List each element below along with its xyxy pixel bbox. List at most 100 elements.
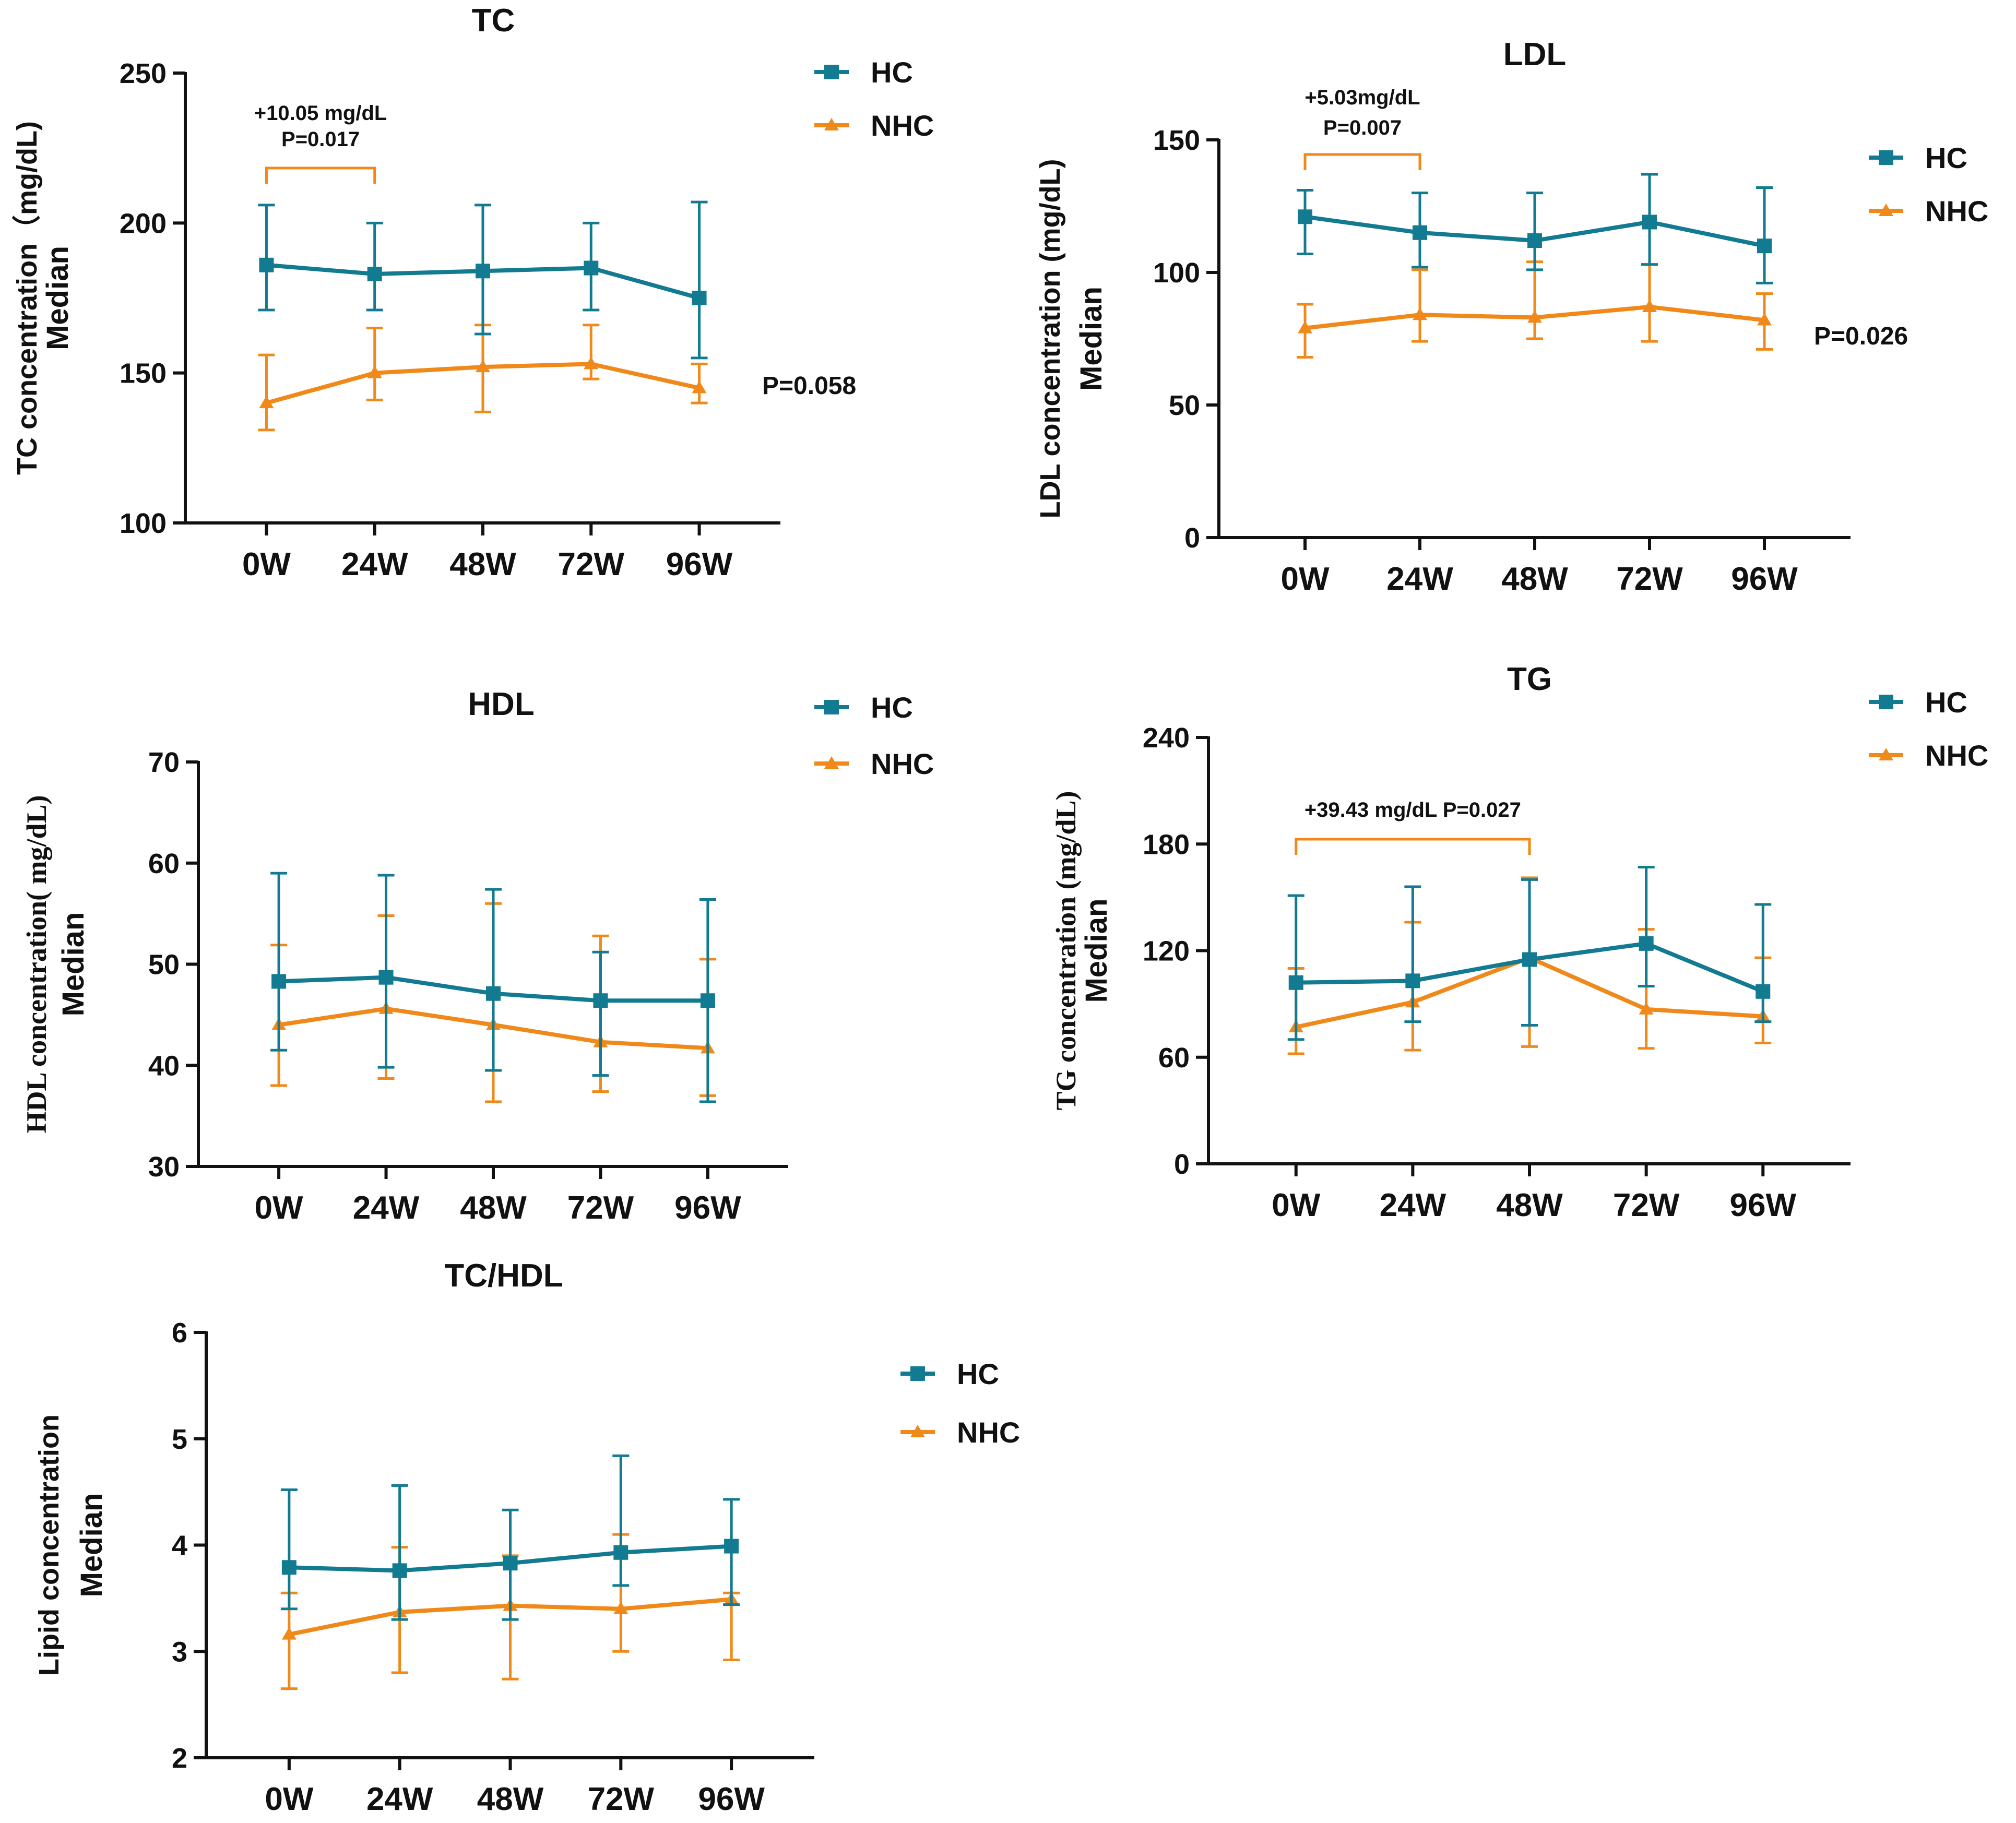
hdl-y-tick-label: 60	[148, 848, 180, 879]
ldl-hc-point	[1413, 225, 1427, 240]
tg-y-label-median: Median	[1080, 899, 1113, 1003]
tc-hc-point	[476, 264, 490, 279]
ldl-legend: HC NHC	[1869, 141, 1988, 228]
hdl-legend: HC NHC	[814, 691, 934, 780]
ldl-x-tick-label: 24W	[1386, 561, 1453, 597]
ldl-hc-point	[1757, 239, 1772, 254]
tc-y-label: TC concentration（mg/dL)	[11, 121, 43, 475]
tchdl-hc-point	[392, 1563, 407, 1578]
hdl-legend-marker-hc	[824, 700, 839, 714]
tchdl-x-tick-label: 24W	[366, 1781, 433, 1817]
ldl-chart: LDL 0 50 100 150 0W 24W 48W 72W 96W LDL concentrat…	[1035, 37, 1988, 597]
hdl-legend-label-hc: HC	[871, 691, 913, 724]
tc-x-tick-label: 0W	[242, 546, 291, 582]
hdl-y-label: HDL concentration( mg/dL)	[21, 795, 52, 1134]
tg-hc-point	[1639, 936, 1654, 951]
tc-x-tick-label: 24W	[341, 546, 408, 582]
tg-hc-point	[1288, 975, 1303, 990]
tc-nhc-point	[692, 380, 707, 394]
hdl-y-tick-label: 50	[148, 949, 180, 981]
tchdl-y-tick-label: 5	[172, 1424, 187, 1455]
ldl-title: LDL	[1503, 37, 1567, 73]
tchdl-hc-point	[281, 1560, 297, 1575]
tchdl-y-tick-label: 3	[172, 1636, 187, 1667]
hdl-y-tick-label: 30	[148, 1151, 180, 1183]
tc-x-tick-label: 96W	[666, 546, 733, 582]
tc-x-tick-label: 48W	[449, 546, 516, 582]
ldl-x-tick-label: 48W	[1501, 561, 1568, 597]
hdl-hc-point	[271, 974, 287, 989]
tg-hc-point	[1522, 952, 1537, 967]
tc-y-tick-label: 200	[120, 208, 167, 239]
ldl-y-label-median: Median	[1074, 287, 1108, 391]
tchdl-legend-label-hc: HC	[957, 1357, 999, 1390]
tchdl-x-tick-label: 96W	[698, 1781, 765, 1817]
tchdl-y-tick-label: 2	[172, 1743, 187, 1774]
ldl-x-tick-label: 0W	[1281, 561, 1330, 597]
tg-y-tick-label: 180	[1143, 829, 1190, 860]
tc-hc-point	[259, 257, 274, 272]
tg-x-tick-label: 24W	[1380, 1187, 1446, 1223]
tg-legend-marker-hc	[1879, 695, 1893, 709]
ldl-nhc-point	[1413, 307, 1427, 320]
tg-legend: HC NHC	[1869, 686, 1988, 772]
ldl-y-label: LDL concentration (mg/dL)	[1035, 159, 1066, 519]
hdl-x-tick-label: 48W	[460, 1190, 527, 1226]
tchdl-hc-point	[724, 1539, 739, 1554]
ldl-y-tick-label: 0	[1184, 522, 1200, 554]
tc-y-tick-label: 100	[120, 508, 167, 539]
tc-nhc-point	[367, 365, 382, 378]
tchdl-legend-marker-nhc	[910, 1425, 925, 1437]
tchdl-legend-marker-hc	[910, 1366, 925, 1381]
tg-legend-label-nhc: NHC	[1925, 739, 1988, 772]
tg-legend-label-hc: HC	[1925, 686, 1967, 719]
tc-title: TC	[472, 3, 515, 39]
tc-y-label-median: Median	[41, 246, 75, 350]
tc-legend-marker-nhc	[824, 118, 839, 130]
ldl-legend-marker-hc	[1879, 150, 1893, 165]
tc-y-tick-label: 150	[120, 358, 167, 389]
ldl-hc-point	[1298, 209, 1312, 224]
tg-y-tick-label: 240	[1143, 722, 1190, 754]
tc-nhc-point	[476, 360, 490, 373]
tc-legend: HC NHC	[814, 56, 934, 142]
tchdl-legend-label-nhc: NHC	[957, 1416, 1020, 1449]
tchdl-nhc-point	[281, 1627, 297, 1640]
hdl-y-tick-label: 40	[148, 1050, 180, 1081]
tc-legend-label-nhc: NHC	[871, 109, 934, 142]
tchdl-title: TC/HDL	[444, 1258, 563, 1294]
tc-p-value: P=0.058	[762, 372, 856, 400]
hdl-x-tick-label: 72W	[567, 1190, 634, 1226]
tc-hc-point	[584, 260, 599, 276]
tc-nhc-point	[584, 356, 599, 370]
tchdl-legend: HC NHC	[900, 1357, 1020, 1449]
tc-bracket-pvalue: P=0.017	[281, 128, 360, 151]
ldl-hc-point	[1642, 215, 1657, 230]
tchdl-series-hc	[280, 1454, 740, 1621]
ldl-y-tick-label: 150	[1153, 125, 1200, 156]
ldl-bracket-pvalue: P=0.007	[1323, 116, 1402, 139]
tc-significance-bracket	[265, 166, 376, 184]
tchdl-hc-point	[613, 1545, 628, 1560]
hdl-title: HDL	[468, 686, 534, 722]
ldl-legend-label-hc: HC	[1925, 141, 1967, 174]
ldl-nhc-point	[1527, 310, 1542, 323]
hdl-x-tick-label: 96W	[674, 1190, 741, 1226]
hdl-chart: HDL 30 40 50 60 70 0W 24W 48W 72W 96W HDL concentra…	[21, 686, 934, 1226]
hdl-hc-point	[378, 970, 394, 985]
tchdl-hc-point	[503, 1556, 518, 1571]
tchdl-chart: TC/HDL 2 3 4 5 6 0W 24W 48W 72W 96W Lipid concentra…	[33, 1258, 1020, 1817]
tc-nhc-point	[259, 396, 274, 409]
tchdl-y-label: Lipid concentration	[33, 1414, 65, 1676]
hdl-y-label-median: Median	[56, 912, 90, 1017]
tg-x-tick-label: 72W	[1613, 1187, 1680, 1223]
hdl-y-tick-label: 70	[148, 747, 180, 778]
ldl-hc-point	[1527, 233, 1542, 248]
tc-y-tick-label: 250	[120, 58, 167, 89]
ldl-legend-marker-nhc	[1879, 204, 1893, 216]
ldl-x-tick-label: 96W	[1731, 561, 1798, 597]
ldl-x-tick-label: 72W	[1616, 561, 1683, 597]
hdl-hc-point	[593, 993, 608, 1008]
hdl-legend-marker-nhc	[824, 756, 839, 769]
